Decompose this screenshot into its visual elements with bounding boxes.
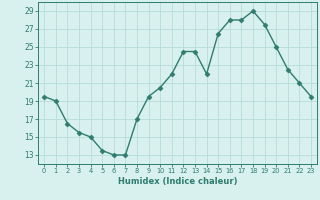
X-axis label: Humidex (Indice chaleur): Humidex (Indice chaleur) xyxy=(118,177,237,186)
